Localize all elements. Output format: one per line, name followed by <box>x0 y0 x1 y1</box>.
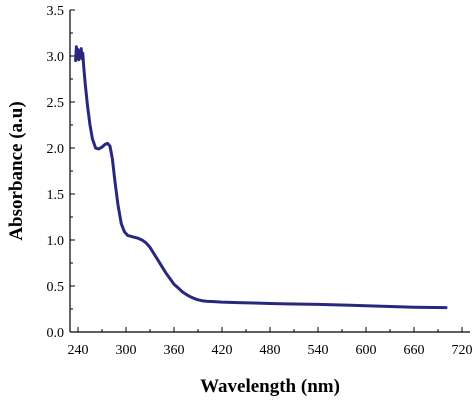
x-tick-label: 480 <box>260 343 281 358</box>
x-tick-label: 600 <box>356 343 377 358</box>
y-tick-label: 0.5 <box>47 280 65 295</box>
x-axis-title: Wavelength (nm) <box>200 376 340 397</box>
x-tick-label: 660 <box>404 343 425 358</box>
chart-ticks: 0.0 0.5 1.0 1.5 2.0 2.5 3.0 3.5 240 300 360 420 480 5… <box>47 4 473 358</box>
x-tick-label: 240 <box>68 343 89 358</box>
y-tick-label: 2.5 <box>47 96 65 111</box>
y-tick-label: 3.0 <box>47 50 65 65</box>
y-tick-label: 2.0 <box>47 142 65 157</box>
y-tick-label: 3.5 <box>47 4 65 19</box>
y-axis-title: Absorbance (a.u) <box>6 101 27 240</box>
y-tick-label: 1.0 <box>47 234 65 249</box>
absorbance-line <box>74 45 448 310</box>
x-tick-label: 420 <box>212 343 233 358</box>
x-tick-label: 360 <box>164 343 185 358</box>
chart-axes <box>69 10 470 333</box>
y-tick-label: 1.5 <box>47 188 65 203</box>
y-tick-label: 0.0 <box>47 326 65 341</box>
x-tick-label: 720 <box>452 343 473 358</box>
x-tick-label: 300 <box>116 343 137 358</box>
x-tick-label: 540 <box>308 343 329 358</box>
